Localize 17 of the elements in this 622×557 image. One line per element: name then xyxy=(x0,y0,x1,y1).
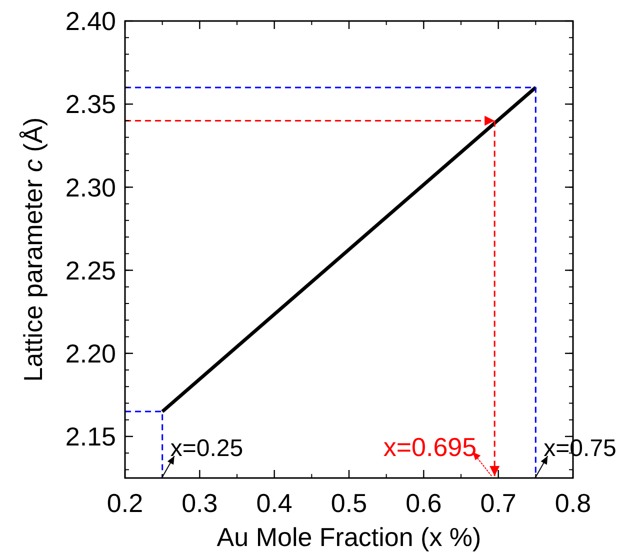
y-axis-title: Lattice parameter c (Å) xyxy=(18,117,48,382)
x-tick-label: 0.7 xyxy=(480,488,516,518)
y-tick-label: 2.25 xyxy=(65,255,116,286)
y-tick-label: 2.15 xyxy=(65,422,116,452)
x-tick-label: 0.4 xyxy=(256,488,292,518)
x-tick-label: 0.3 xyxy=(182,488,218,518)
y-tick-label: 2.35 xyxy=(65,89,116,120)
x-tick-label: 0.5 xyxy=(330,488,368,518)
y-tick-label: 2.40 xyxy=(65,6,116,36)
y-tick-label: 2.30 xyxy=(65,172,116,202)
y-tick-label: 2.20 xyxy=(65,338,116,368)
annotation: x=0.25 xyxy=(170,435,244,462)
x-tick-label: 0.6 xyxy=(406,488,442,518)
ref-line-label: x=0.695 xyxy=(383,432,477,462)
x-axis-title: Au Mole Fraction (x %) xyxy=(216,522,482,552)
x-tick-label: 0.8 xyxy=(554,488,592,518)
x-tick-label: 0.2 xyxy=(106,488,144,518)
